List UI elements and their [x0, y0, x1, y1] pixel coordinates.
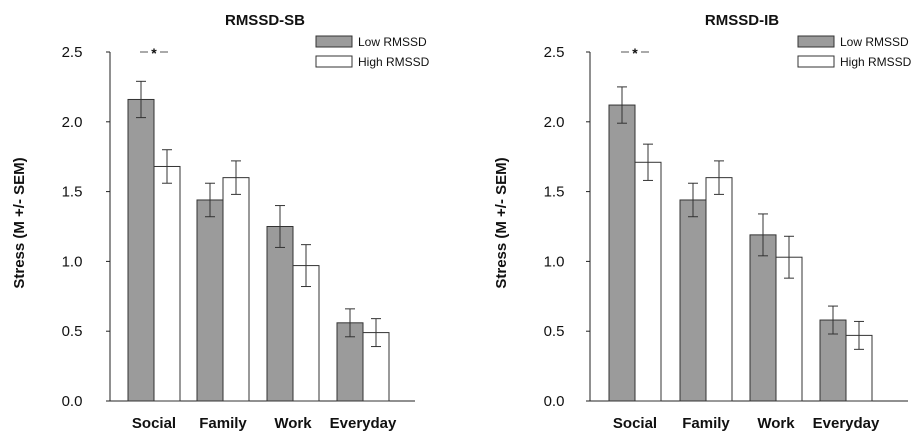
- y-tick-label: 2.5: [544, 44, 565, 61]
- y-tick-label: 0.0: [544, 393, 565, 410]
- plot-area: 0.0 0.5 1.0 1.5 2.0 2.5 Social Family Work Everyd…: [544, 35, 912, 432]
- chart-right: RMSSD-IB Stress (M +/- SEM) 0.0 0.5 1.0 1.5…: [493, 12, 912, 432]
- plot-area: 0.0 0.5 1.0 1.5 2.0 2.5 Social Family Work Everyd…: [62, 35, 430, 432]
- y-tick-label: 1.5: [544, 184, 565, 201]
- legend-swatch: [315, 55, 353, 68]
- bar: [127, 98, 155, 402]
- y-tick-label: 2.0: [544, 114, 565, 131]
- x-tick-label: Work: [274, 415, 312, 432]
- chart-left: RMSSD-SB Stress (M +/- SEM) 0.0 0.5 1.0 1.5…: [11, 12, 430, 432]
- bar: [196, 199, 224, 402]
- legend-label: High RMSSD: [840, 55, 912, 69]
- x-tick-label: Work: [757, 415, 795, 432]
- legend-label: High RMSSD: [358, 55, 430, 69]
- bar: [292, 265, 320, 402]
- bar: [153, 165, 181, 402]
- y-tick-label: 0.5: [62, 323, 83, 340]
- y-tick-label: 2.5: [62, 44, 83, 61]
- y-tick-label: 2.0: [62, 114, 83, 131]
- x-tick-label: Everyday: [813, 415, 880, 432]
- y-tick-label: 0.5: [544, 323, 565, 340]
- legend-label: Low RMSSD: [840, 35, 909, 49]
- significance-marker: *: [151, 45, 157, 61]
- y-tick-label: 1.5: [62, 184, 83, 201]
- x-tick-label: Social: [132, 415, 176, 432]
- x-tick-label: Family: [199, 415, 247, 432]
- bar: [749, 234, 777, 402]
- bar: [222, 177, 250, 402]
- bar: [705, 177, 733, 402]
- y-axis-label: Stress (M +/- SEM): [493, 157, 510, 288]
- y-tick-label: 1.0: [62, 253, 83, 270]
- legend-label: Low RMSSD: [358, 35, 427, 49]
- chart-title: RMSSD-IB: [705, 12, 779, 29]
- x-tick-label: Social: [613, 415, 657, 432]
- y-axis-label: Stress (M +/- SEM): [11, 157, 28, 288]
- legend-swatch: [315, 35, 353, 48]
- significance-marker: *: [632, 45, 638, 61]
- legend-swatch: [797, 35, 835, 48]
- x-tick-label: Family: [682, 415, 730, 432]
- legend-swatch: [797, 55, 835, 68]
- x-tick-label: Everyday: [330, 415, 397, 432]
- bar: [775, 256, 803, 402]
- bar: [266, 226, 294, 402]
- bar: [634, 161, 662, 402]
- chart-title: RMSSD-SB: [225, 12, 305, 29]
- bar: [608, 104, 636, 402]
- bar: [679, 199, 707, 402]
- y-tick-label: 0.0: [62, 393, 83, 410]
- y-tick-label: 1.0: [544, 253, 565, 270]
